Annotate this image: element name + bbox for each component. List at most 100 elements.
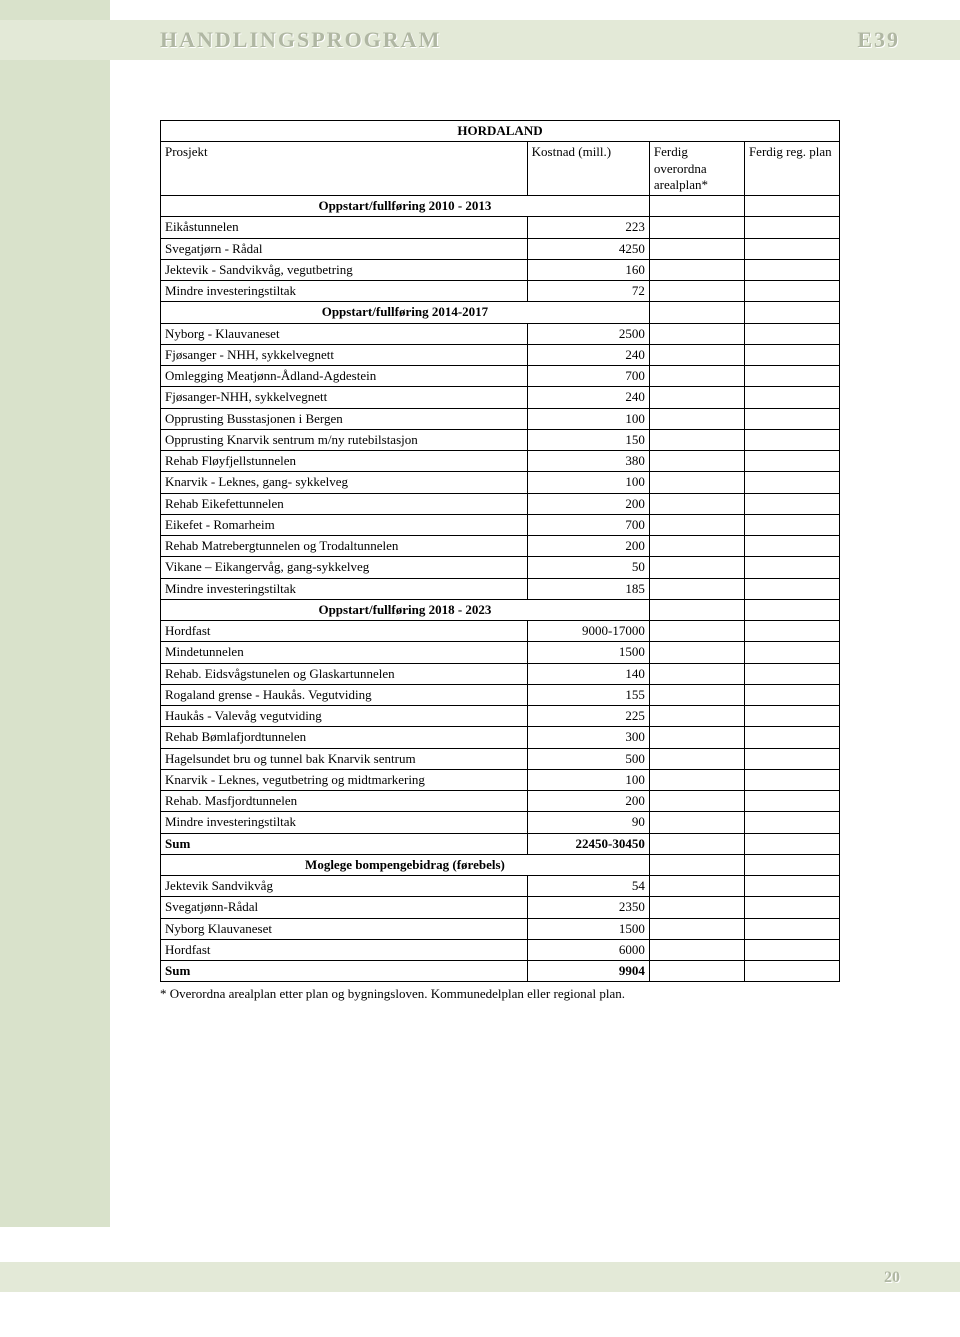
cell-prosjekt: Fjøsanger-NHH, sykkelvegnett	[161, 387, 528, 408]
table-row: Omlegging Meatjønn-Ådland-Agdestein700	[161, 366, 840, 387]
table-row: Haukås - Valevåg vegutviding225	[161, 706, 840, 727]
cell-prosjekt: Svegatjørn - Rådal	[161, 238, 528, 259]
cell-prosjekt: Eikefet - Romarheim	[161, 514, 528, 535]
cell-overordna	[649, 451, 744, 472]
cell-prosjekt: Rehab Eikefettunnelen	[161, 493, 528, 514]
cell-kostnad: 100	[527, 408, 649, 429]
cell-regplan	[744, 876, 839, 897]
cell-kostnad: 140	[527, 663, 649, 684]
cell-kostnad: 700	[527, 514, 649, 535]
cell-kostnad: 4250	[527, 238, 649, 259]
cell-regplan	[744, 408, 839, 429]
footer-bar	[0, 1262, 960, 1292]
cell-overordna	[649, 961, 744, 982]
cell-overordna	[649, 344, 744, 365]
footnote: * Overordna arealplan etter plan og bygn…	[160, 986, 840, 1002]
cell-prosjekt: Sum	[161, 961, 528, 982]
cell-overordna	[649, 748, 744, 769]
table-row: Rehab Eikefettunnelen200	[161, 493, 840, 514]
cell-kostnad: 50	[527, 557, 649, 578]
table-row: Rehab Bømlafjordtunnelen300	[161, 727, 840, 748]
cell-kostnad: 240	[527, 387, 649, 408]
cell-kostnad: 223	[527, 217, 649, 238]
cell-prosjekt: Svegatjønn-Rådal	[161, 897, 528, 918]
cell-prosjekt: Mindetunnelen	[161, 642, 528, 663]
col-kostnad: Kostnad (mill.)	[527, 142, 649, 196]
cell-regplan	[744, 536, 839, 557]
cell-overordna	[649, 684, 744, 705]
cell-overordna	[649, 323, 744, 344]
cell-kostnad: 200	[527, 791, 649, 812]
cell-overordna	[649, 281, 744, 302]
cell-kostnad: 225	[527, 706, 649, 727]
cell-kostnad: 100	[527, 472, 649, 493]
cell-kostnad: 240	[527, 344, 649, 365]
table-row: Rehab. Masfjordtunnelen200	[161, 791, 840, 812]
cell-prosjekt: Mindre investeringstiltak	[161, 578, 528, 599]
table-row: Hagelsundet bru og tunnel bak Knarvik se…	[161, 748, 840, 769]
cell-regplan	[744, 238, 839, 259]
table-row: Opprusting Knarvik sentrum m/ny rutebils…	[161, 429, 840, 450]
cell-overordna	[649, 663, 744, 684]
cell-prosjekt: Mindre investeringstiltak	[161, 812, 528, 833]
cell-kostnad: 72	[527, 281, 649, 302]
cell-overordna	[649, 918, 744, 939]
cell-prosjekt: Vikane – Eikangervåg, gang-sykkelveg	[161, 557, 528, 578]
col-regplan: Ferdig reg. plan	[744, 142, 839, 196]
cell-prosjekt: Opprusting Knarvik sentrum m/ny rutebils…	[161, 429, 528, 450]
header-bar: HANDLINGSPROGRAM E39	[0, 20, 960, 60]
cell-overordna	[649, 493, 744, 514]
table-row: Knarvik - Leknes, gang- sykkelveg100	[161, 472, 840, 493]
table-row: Mindre investeringstiltak90	[161, 812, 840, 833]
cell-prosjekt: Mindre investeringstiltak	[161, 281, 528, 302]
cell-kostnad: 380	[527, 451, 649, 472]
cell-overordna	[649, 769, 744, 790]
table-row: Fjøsanger-NHH, sykkelvegnett240	[161, 387, 840, 408]
empty-cell	[649, 302, 744, 323]
cell-overordna	[649, 536, 744, 557]
cell-overordna	[649, 642, 744, 663]
cell-overordna	[649, 557, 744, 578]
table-row: Jektevik - Sandvikvåg, vegutbetring160	[161, 259, 840, 280]
cell-regplan	[744, 961, 839, 982]
cell-prosjekt: Omlegging Meatjønn-Ådland-Agdestein	[161, 366, 528, 387]
cell-regplan	[744, 472, 839, 493]
cell-regplan	[744, 323, 839, 344]
table-header-row: Prosjekt Kostnad (mill.) Ferdig overordn…	[161, 142, 840, 196]
cell-prosjekt: Knarvik - Leknes, gang- sykkelveg	[161, 472, 528, 493]
cell-prosjekt: Fjøsanger - NHH, sykkelvegnett	[161, 344, 528, 365]
cell-overordna	[649, 408, 744, 429]
cell-kostnad: 185	[527, 578, 649, 599]
cell-regplan	[744, 387, 839, 408]
cell-overordna	[649, 387, 744, 408]
cell-regplan	[744, 429, 839, 450]
section-heading: Oppstart/fullføring 2018 - 2023	[161, 599, 650, 620]
cell-regplan	[744, 727, 839, 748]
cell-kostnad: 1500	[527, 642, 649, 663]
table-row: Rehab Matrebergtunnelen og Trodaltunnele…	[161, 536, 840, 557]
cell-prosjekt: Eikåstunnelen	[161, 217, 528, 238]
cell-regplan	[744, 897, 839, 918]
table-row: Mindre investeringstiltak185	[161, 578, 840, 599]
cell-overordna	[649, 727, 744, 748]
cell-regplan	[744, 684, 839, 705]
cell-overordna	[649, 621, 744, 642]
header-code: E39	[857, 27, 900, 53]
section-heading: Moglege bompengebidrag (førebels)	[161, 854, 650, 875]
cell-prosjekt: Rehab. Eidsvågstunelen og Glaskartunnele…	[161, 663, 528, 684]
empty-cell	[744, 302, 839, 323]
empty-cell	[744, 196, 839, 217]
cell-prosjekt: Jektevik Sandvikvåg	[161, 876, 528, 897]
cell-regplan	[744, 557, 839, 578]
cell-regplan	[744, 514, 839, 535]
table-row: Mindetunnelen1500	[161, 642, 840, 663]
left-decorative-stripe	[0, 0, 110, 1227]
cell-overordna	[649, 472, 744, 493]
cell-kostnad: 9904	[527, 961, 649, 982]
cell-kostnad: 2350	[527, 897, 649, 918]
cell-regplan	[744, 748, 839, 769]
cell-prosjekt: Nyborg Klauvaneset	[161, 918, 528, 939]
cell-regplan	[744, 769, 839, 790]
cell-prosjekt: Jektevik - Sandvikvåg, vegutbetring	[161, 259, 528, 280]
col-overordna: Ferdig overordna arealplan*	[649, 142, 744, 196]
